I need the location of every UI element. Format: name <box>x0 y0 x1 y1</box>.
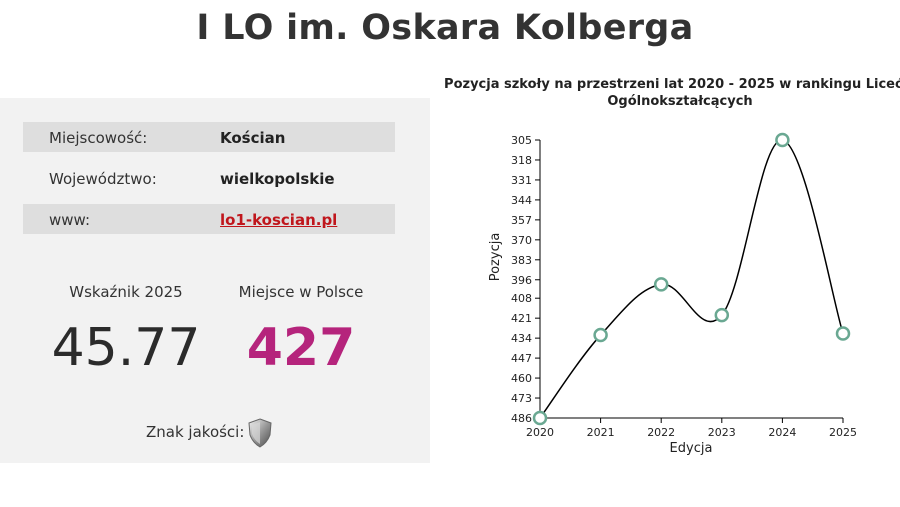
index-value: 45.77 <box>51 318 201 378</box>
x-tick-label: 2020 <box>526 426 554 439</box>
y-tick-label: 460 <box>511 372 532 385</box>
page-title: I LO im. Oskara Kolberga <box>196 8 694 48</box>
voivodeship-label: Województwo: <box>49 170 157 188</box>
data-point-2024[interactable] <box>775 132 790 148</box>
y-tick-label: 318 <box>511 154 532 167</box>
x-tick-label: 2024 <box>768 426 796 439</box>
website-link[interactable]: lo1-koscian.pl <box>220 211 338 229</box>
y-tick-label: 396 <box>511 274 532 287</box>
x-tick-label: 2023 <box>708 426 736 439</box>
x-tick-label: 2025 <box>829 426 857 439</box>
y-tick-label: 486 <box>511 412 532 425</box>
ranking-line-chart: 305 318 331 344 357 370 383 396 408 421 434 447 460 4… <box>488 132 857 456</box>
data-point-2022[interactable] <box>653 277 669 292</box>
y-tick-label: 383 <box>511 254 532 267</box>
y-axis: 305 318 331 344 357 370 383 396 408 421 434 447 460 4… <box>511 134 541 425</box>
y-tick-label: 421 <box>511 312 532 325</box>
info-row-voivodeship: Województwo: wielkopolskie <box>23 163 395 193</box>
y-tick-label: 447 <box>511 352 532 365</box>
y-tick-label: 434 <box>511 332 532 345</box>
rank-value: 427 <box>246 318 356 378</box>
x-axis: 2020 2021 2022 2023 2024 2025 <box>526 417 857 439</box>
data-point-2025[interactable] <box>835 326 851 341</box>
y-tick-label: 408 <box>511 292 532 305</box>
y-tick-label: 370 <box>511 234 532 247</box>
x-tick-label: 2021 <box>587 426 615 439</box>
data-point-2020[interactable] <box>532 410 548 426</box>
data-points <box>532 132 851 426</box>
info-row-city: Miejscowość: Kościan <box>23 122 395 152</box>
y-tick-label: 344 <box>511 194 532 207</box>
data-point-2023[interactable] <box>714 307 730 323</box>
y-tick-label: 357 <box>511 214 532 227</box>
x-tick-label: 2022 <box>647 426 675 439</box>
www-label: www: <box>49 211 91 229</box>
quality-shield-icon[interactable] <box>247 418 273 448</box>
index-label: Wskaźnik 2025 <box>69 283 183 301</box>
school-info-panel: Miejscowość: Kościan Województwo: wielko… <box>0 98 430 463</box>
city-value: Kościan <box>220 129 286 147</box>
y-tick-label: 305 <box>511 134 532 147</box>
x-axis-label: Edycja <box>670 441 713 456</box>
quality-label: Znak jakości: <box>146 423 245 441</box>
voivodeship-value: wielkopolskie <box>220 170 335 188</box>
chart-title: Pozycja szkoły na przestrzeni lat 2020 -… <box>444 77 900 109</box>
info-row-www: www: lo1-koscian.pl <box>23 204 395 234</box>
y-axis-label: Pozycja <box>488 233 503 282</box>
data-point-2021[interactable] <box>593 327 608 343</box>
y-tick-label: 331 <box>511 174 532 187</box>
series-line-position <box>539 139 844 419</box>
city-label: Miejscowość: <box>49 129 148 147</box>
rank-label: Miejsce w Polsce <box>238 283 364 301</box>
y-tick-label: 473 <box>511 392 532 405</box>
